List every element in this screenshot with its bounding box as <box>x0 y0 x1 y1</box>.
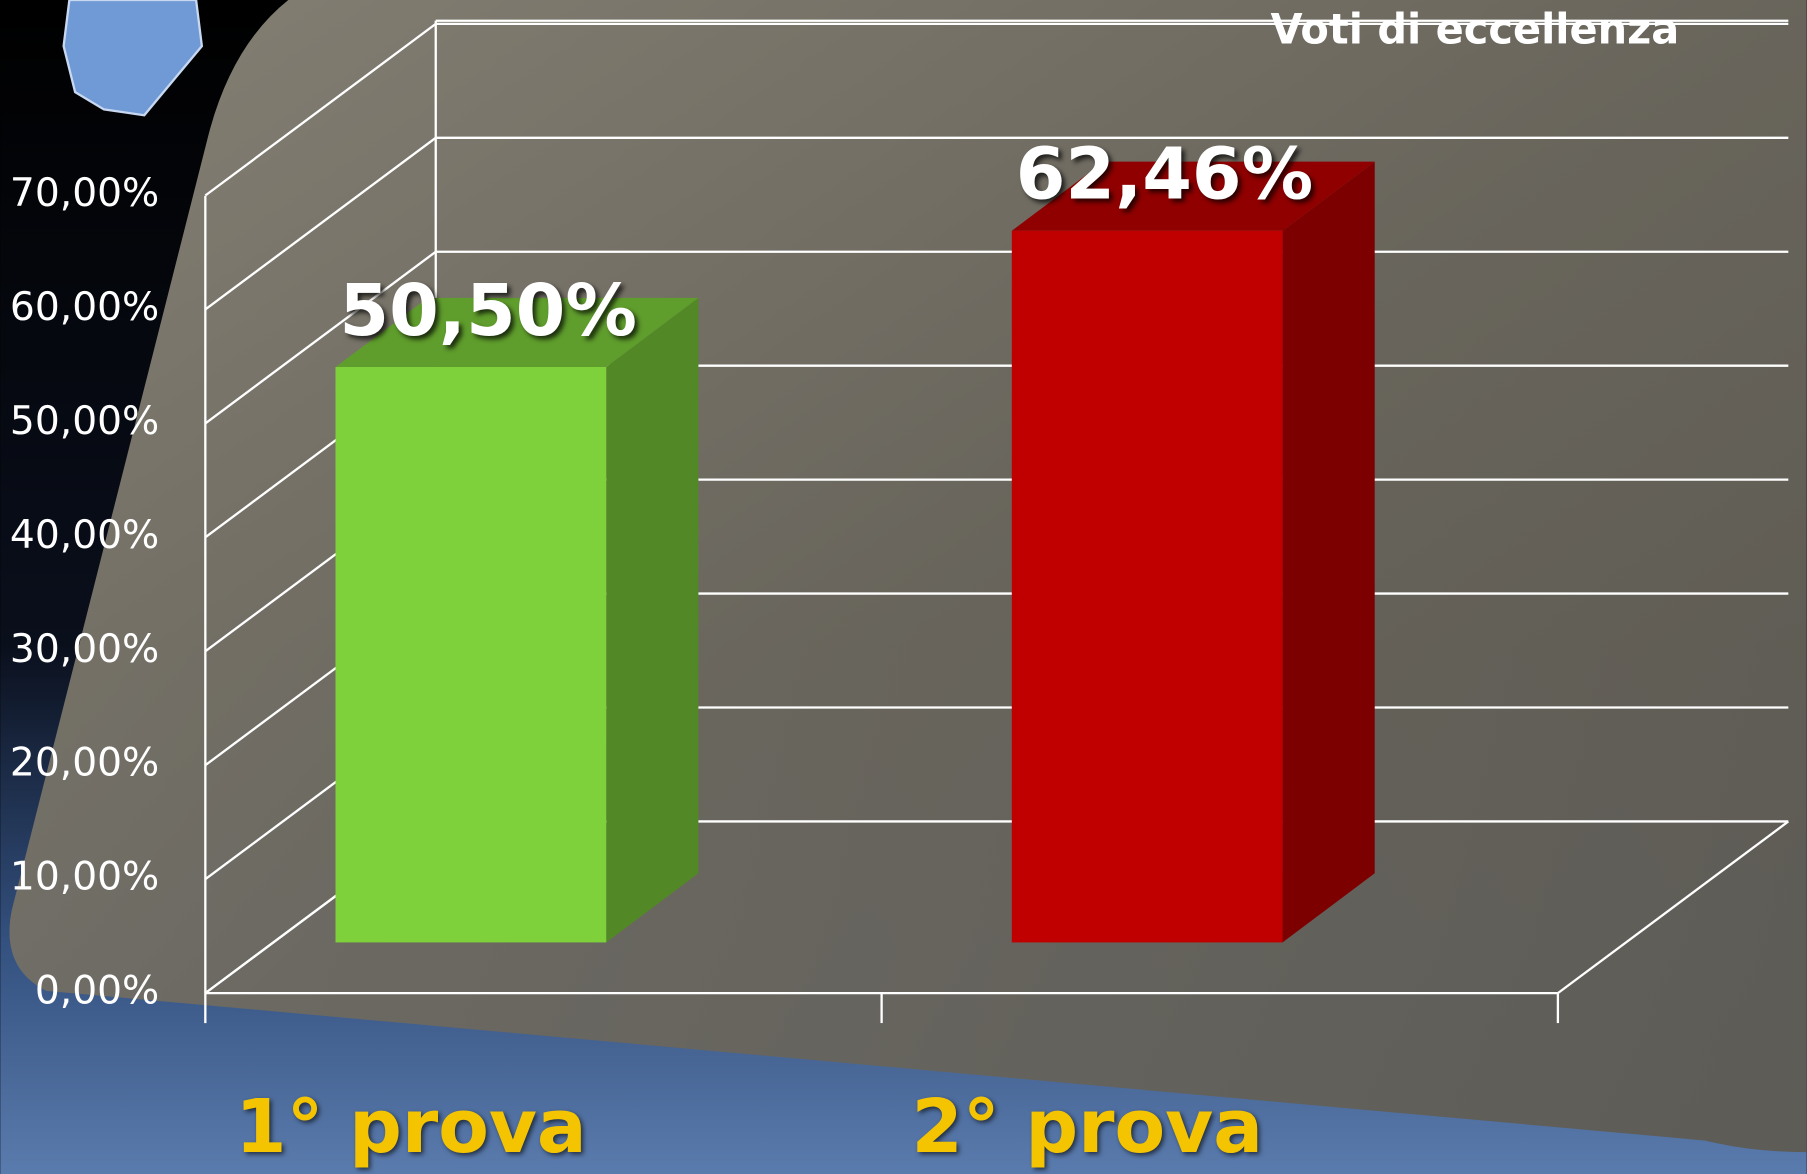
value-label: 62,46% <box>1016 132 1313 215</box>
x-tick-label: 1° prova <box>235 1085 586 1170</box>
y-tick-label: 50,00% <box>10 399 159 444</box>
value-label: 50,50% <box>339 269 636 352</box>
photo-panel <box>9 0 1806 1152</box>
y-tick-label: 10,00% <box>10 855 159 900</box>
bar-side <box>1283 162 1375 943</box>
y-tick-label: 40,00% <box>10 513 159 558</box>
x-tick-label: 2° prova <box>912 1085 1263 1170</box>
chart: Voti di eccellenza 0,00% 10,00% 20,00% 30,0… <box>0 0 1807 1174</box>
y-tick-label: 20,00% <box>10 741 159 786</box>
bar <box>1012 231 1283 943</box>
chart-title: Voti di eccellenza <box>1271 5 1680 53</box>
bar-side <box>606 298 698 943</box>
y-tick-label: 70,00% <box>10 171 159 216</box>
y-tick-label: 0,00% <box>35 969 159 1014</box>
y-tick-label: 30,00% <box>10 627 159 672</box>
bar <box>336 367 607 942</box>
y-tick-label: 60,00% <box>10 285 159 330</box>
